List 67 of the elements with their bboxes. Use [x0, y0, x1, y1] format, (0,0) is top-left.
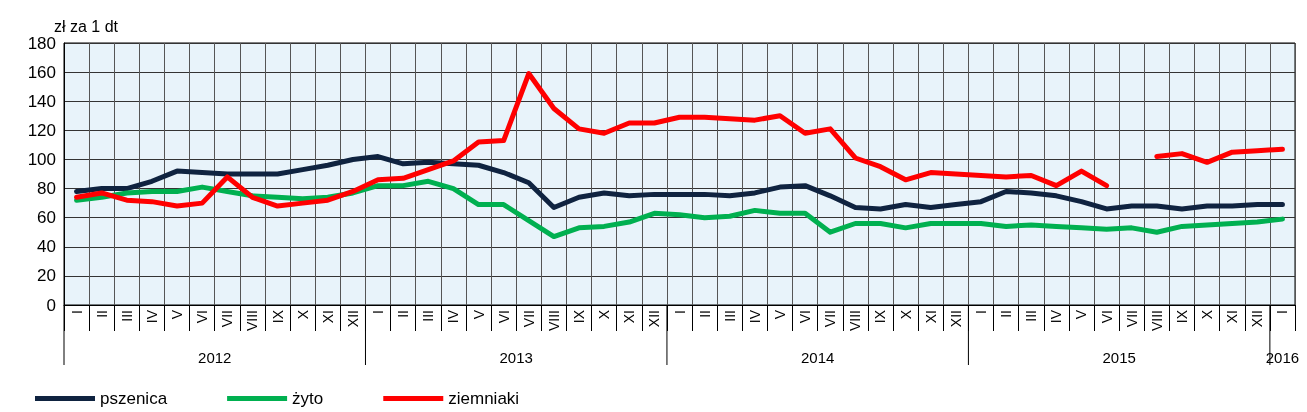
- x-tick-label: VIII: [545, 310, 562, 332]
- x-tick-label: XII: [947, 310, 964, 328]
- y-tick-label: 180: [27, 33, 56, 53]
- x-tick-label: III: [1023, 310, 1040, 322]
- x-tick-label: II: [395, 310, 412, 318]
- x-tick-label: III: [118, 310, 135, 322]
- x-tick-label: VII: [822, 310, 839, 328]
- x-tick-label: II: [93, 310, 110, 318]
- x-tick-label: IX: [872, 309, 889, 324]
- legend-label: pszenica: [100, 389, 168, 408]
- text: 2014: [800, 348, 835, 366]
- y-tick-label: 160: [27, 62, 56, 82]
- y-tick-label: 80: [37, 179, 56, 199]
- x-tick-label: XI: [319, 310, 336, 324]
- x-tick-label: IV: [746, 309, 763, 324]
- x-tick-label: XI: [1224, 310, 1241, 324]
- y-tick-label: 0: [46, 295, 56, 315]
- x-tick-label: I: [972, 310, 989, 314]
- x-tick-label: VI: [797, 310, 814, 324]
- x-tick-label: VIII: [244, 310, 261, 332]
- x-tick-label: I: [370, 310, 387, 314]
- y-tick-label: 120: [27, 120, 56, 140]
- x-tick-label: IX: [571, 309, 588, 324]
- x-tick-label: V: [1073, 309, 1090, 320]
- x-tick-label: XI: [922, 310, 939, 324]
- x-tick-label: V: [771, 309, 788, 320]
- y-tick-label: 100: [27, 149, 56, 169]
- y-tick-label: 40: [37, 237, 56, 257]
- x-tick-label: XII: [646, 310, 663, 328]
- y-tick-label: 60: [37, 208, 56, 228]
- text: 2013: [499, 348, 533, 366]
- x-tick-label: III: [420, 310, 437, 322]
- x-tick-label: VI: [194, 310, 211, 324]
- x-tick-label: I: [68, 310, 85, 314]
- x-tick-label: IV: [1048, 309, 1065, 324]
- x-tick-label: XI: [621, 310, 638, 324]
- x-tick-label: VIII: [1148, 310, 1165, 332]
- x-tick-label: IV: [143, 309, 160, 324]
- y-axis-title: zł za 1 dt: [54, 18, 119, 36]
- x-tick-label: VI: [495, 310, 512, 324]
- text: 2015: [1102, 348, 1136, 366]
- x-tick-label: IX: [269, 309, 286, 324]
- x-tick-label: VIII: [847, 310, 864, 332]
- x-tick-label: II: [998, 310, 1015, 318]
- x-tick-label: V: [470, 309, 487, 320]
- x-tick-label: VII: [219, 310, 236, 328]
- x-tick-label: X: [294, 309, 311, 320]
- x-tick-label: VII: [1123, 310, 1140, 328]
- x-tick-label: IV: [445, 309, 462, 324]
- x-tick-label: XII: [344, 310, 361, 328]
- legend-label: ziemniaki: [448, 389, 520, 408]
- x-tick-label: I: [1274, 310, 1291, 314]
- x-tick-label: II: [696, 310, 713, 318]
- x-tick-label: X: [596, 309, 613, 320]
- y-tick-label: 140: [27, 91, 56, 111]
- x-tick-label: V: [169, 309, 186, 320]
- legend-label: żyto: [292, 389, 324, 408]
- x-tick-label: X: [1199, 309, 1216, 320]
- x-tick-label: VI: [1098, 310, 1115, 324]
- x-tick-label: I: [671, 310, 688, 314]
- x-tick-label: X: [897, 309, 914, 320]
- y-tick-label: 20: [37, 266, 56, 286]
- x-tick-label: IX: [1173, 309, 1190, 324]
- x-tick-label: VII: [520, 310, 537, 328]
- x-tick-label: XII: [1249, 310, 1266, 328]
- text: 2012: [198, 348, 232, 366]
- x-tick-label: III: [721, 310, 738, 322]
